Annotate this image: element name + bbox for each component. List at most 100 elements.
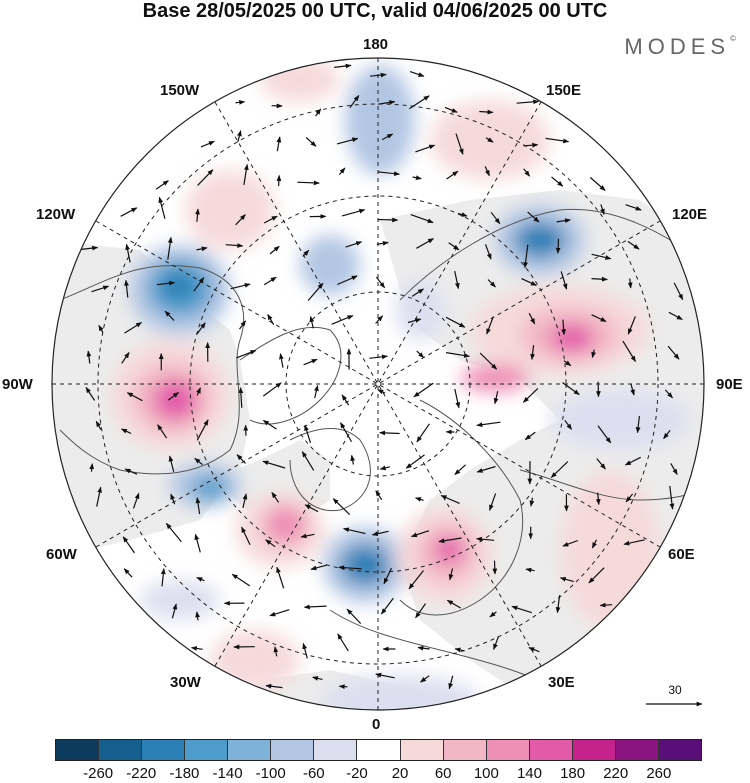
wind-arrow — [511, 605, 533, 614]
wind-arrow — [307, 282, 324, 301]
wind-arrow — [555, 238, 561, 254]
wind-arrow — [276, 566, 285, 589]
wind-arrow — [527, 211, 540, 223]
wind-arrow — [126, 392, 143, 402]
colorbar-tick-label: 20 — [391, 765, 409, 782]
wind-arrow — [269, 609, 290, 617]
wind-scale-arrow — [646, 701, 703, 707]
wind-arrow — [265, 539, 276, 548]
wind-arrow — [263, 276, 277, 286]
wind-arrow — [489, 611, 497, 618]
colorbar-swatch — [142, 740, 186, 760]
wind-arrow — [305, 137, 317, 147]
wind-arrow — [196, 576, 205, 582]
label-120e: 120E — [672, 206, 708, 223]
wind-arrow — [490, 211, 501, 225]
wind-arrow — [194, 533, 201, 553]
wind-arrow — [304, 504, 319, 513]
wind-arrow — [314, 385, 319, 399]
colorbar-swatch — [185, 740, 229, 760]
wind-arrow — [599, 602, 613, 608]
wind-arrow — [81, 245, 99, 251]
wind-arrow — [380, 597, 394, 615]
colorbar-tick-label: 220 — [603, 765, 629, 782]
wind-arrow — [125, 243, 131, 263]
wind-arrow — [438, 537, 462, 544]
anomaly-field — [110, 58, 690, 710]
wind-arrow — [346, 608, 362, 625]
copyright-mark: © — [730, 34, 736, 43]
wind-arrow — [376, 241, 389, 246]
label-90e: 90E — [716, 376, 743, 393]
wind-arrow — [237, 130, 242, 143]
wind-arrow — [523, 244, 529, 269]
colorbar-swatch — [314, 740, 358, 760]
wind-arrow — [446, 170, 459, 180]
wind-arrow — [369, 354, 388, 360]
wind-arrow — [312, 676, 323, 681]
colorbar-swatch — [357, 740, 401, 760]
wind-arrow — [487, 279, 496, 288]
wind-arrow — [627, 278, 633, 289]
wind-arrow — [563, 360, 572, 367]
wind-arrow — [561, 319, 566, 336]
polar-map — [51, 57, 705, 711]
wind-arrow — [124, 321, 143, 334]
wind-arrow — [171, 603, 178, 619]
wind-arrow — [484, 244, 492, 260]
wind-arrow — [157, 424, 168, 439]
wind-arrow — [121, 352, 130, 364]
colorbar-ticks: -260 -220 -180 -140 -100 -60 -20 20 60 100 140 180 2… — [55, 765, 702, 783]
wind-arrow — [243, 163, 249, 185]
wind-arrow — [122, 536, 135, 554]
wind-arrow — [415, 497, 424, 502]
wind-arrow — [550, 461, 569, 478]
wind-arrow — [231, 573, 251, 587]
wind-arrow — [339, 422, 353, 443]
wind-arrow — [375, 672, 395, 679]
wind-arrow — [622, 340, 637, 363]
map-disc — [52, 58, 704, 710]
wind-arrow — [370, 72, 387, 78]
wind-arrow — [600, 204, 605, 215]
wind-arrow — [489, 493, 497, 511]
colorbar-tick-label: 180 — [560, 765, 586, 782]
wind-arrow — [485, 137, 494, 143]
wind-arrow — [91, 285, 110, 293]
wind-arrow — [332, 498, 351, 516]
label-150w: 150W — [160, 82, 200, 99]
wind-arrow — [408, 95, 430, 110]
wind-arrow — [667, 345, 680, 360]
wind-arrow — [239, 320, 247, 330]
wind-arrow — [597, 425, 612, 444]
wind-arrow — [591, 276, 608, 282]
wind-arrow — [168, 455, 175, 472]
wind-arrow — [379, 430, 400, 436]
wind-arrow — [197, 169, 214, 186]
wind-arrow — [521, 278, 537, 286]
wind-arrow — [242, 493, 248, 509]
wind-arrow — [556, 218, 571, 223]
wind-arrow — [635, 416, 641, 434]
wind-arrow — [409, 71, 425, 77]
wind-arrow — [309, 315, 315, 329]
colorbar-tick-label: -140 — [212, 765, 243, 782]
wind-arrow — [273, 646, 279, 657]
wind-arrow — [300, 533, 315, 539]
wind-arrow — [238, 387, 244, 408]
wind-arrow — [663, 429, 671, 440]
wind-arrow — [551, 176, 564, 187]
wind-arrow — [331, 315, 354, 325]
wind-arrow — [516, 99, 540, 105]
wind-arrow — [96, 486, 102, 507]
colorbar-tick-label: 260 — [646, 765, 672, 782]
wind-arrow — [155, 180, 169, 190]
wind-arrow — [262, 419, 277, 430]
wind-arrow — [564, 419, 573, 430]
wind-arrow — [562, 382, 580, 396]
wind-arrow — [241, 526, 251, 545]
wind-arrow — [559, 576, 574, 583]
brand-name: MODES — [624, 34, 731, 59]
wind-arrow — [455, 133, 464, 155]
colorbar-swatch — [99, 740, 143, 760]
